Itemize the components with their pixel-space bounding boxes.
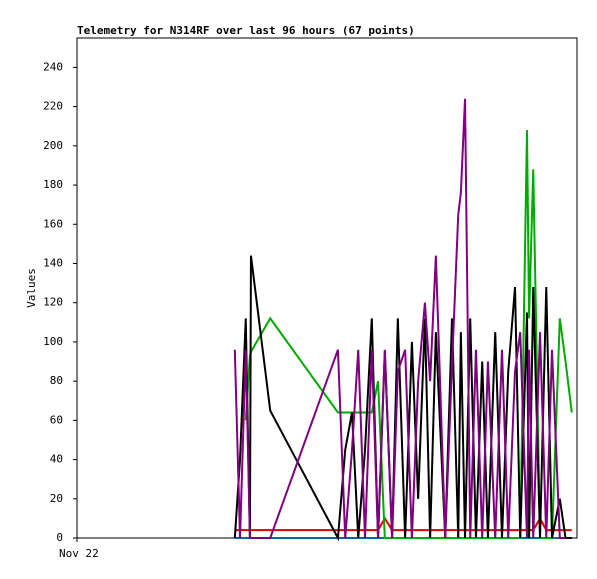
y-tick-label: 220 <box>43 100 63 113</box>
y-tick-label: 240 <box>43 60 63 73</box>
x-tick-label: Nov 22 <box>59 547 99 560</box>
series-line <box>233 98 566 539</box>
series-line <box>244 130 573 539</box>
y-tick-label: 0 <box>56 531 63 544</box>
y-tick-label: 80 <box>50 374 63 387</box>
y-tick-label: 20 <box>50 492 63 505</box>
y-tick-label: 140 <box>43 256 63 269</box>
y-tick-label: 120 <box>43 296 63 309</box>
y-axis-label: Values <box>25 268 38 308</box>
y-tick-label: 60 <box>50 413 63 426</box>
y-tick-label: 160 <box>43 217 63 230</box>
y-tick-label: 180 <box>43 178 63 191</box>
y-tick-label: 200 <box>43 139 63 152</box>
chart-title: Telemetry for N314RF over last 96 hours … <box>77 24 415 37</box>
y-tick-label: 100 <box>43 335 63 348</box>
plot-frame <box>76 37 578 539</box>
y-tick-label: 40 <box>50 453 63 466</box>
